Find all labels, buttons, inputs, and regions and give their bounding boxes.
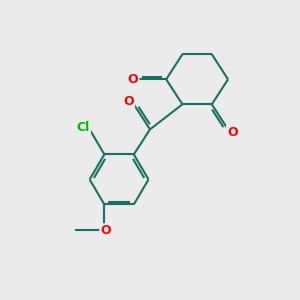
Text: O: O [227,126,238,139]
Text: Cl: Cl [76,122,90,134]
Text: O: O [128,73,138,86]
Text: O: O [100,224,111,238]
Text: O: O [123,95,134,108]
